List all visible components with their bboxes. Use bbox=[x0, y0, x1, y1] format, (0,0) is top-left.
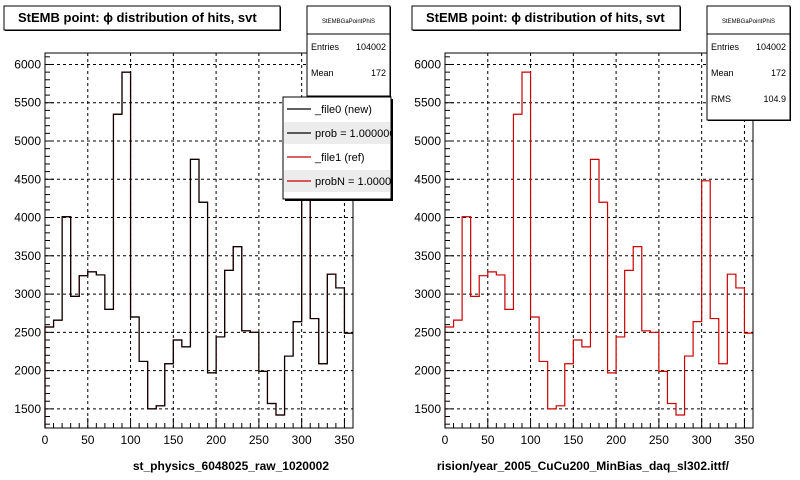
y-tick-label: 3000 bbox=[14, 287, 41, 301]
stats-box bbox=[706, 5, 791, 121]
y-tick-label: 1500 bbox=[14, 402, 41, 416]
y-tick-label: 6000 bbox=[414, 57, 441, 71]
x-tick-label: 100 bbox=[121, 433, 141, 447]
stats-mean-label: Mean bbox=[311, 68, 334, 78]
stats-mean-value: 172 bbox=[771, 68, 786, 78]
y-tick-label: 2000 bbox=[414, 364, 441, 378]
legend-row-bg bbox=[284, 170, 390, 192]
legend-row-bg bbox=[284, 122, 390, 144]
stats-entries-label: Entries bbox=[311, 42, 340, 52]
stats-mean-value: 172 bbox=[371, 68, 386, 78]
title-box bbox=[3, 5, 281, 31]
chart-title: StEMB point: ϕ distribution of hits, svt bbox=[18, 10, 257, 25]
x-tick-label: 100 bbox=[521, 433, 541, 447]
x-axis-label: rision/year_2005_CuCu200_MinBias_daq_sl3… bbox=[437, 459, 730, 473]
y-tick-label: 6000 bbox=[14, 57, 41, 71]
y-tick-label: 2500 bbox=[414, 325, 441, 339]
y-tick-label: 4000 bbox=[414, 211, 441, 225]
stats-entries-value: 104002 bbox=[356, 42, 386, 52]
legend-entry: probN = 1.000000 bbox=[315, 176, 403, 188]
y-tick-label: 4500 bbox=[414, 172, 441, 186]
x-tick-label: 50 bbox=[81, 433, 95, 447]
x-tick-label: 200 bbox=[206, 433, 226, 447]
x-tick-label: 0 bbox=[42, 433, 49, 447]
legend-entry: _file1 (ref) bbox=[314, 152, 365, 164]
stats-box bbox=[306, 5, 391, 97]
histogram-series-1 bbox=[44, 71, 353, 428]
y-tick-label: 5500 bbox=[14, 96, 41, 110]
stats-entries-label: Entries bbox=[711, 42, 740, 52]
y-tick-label: 1500 bbox=[414, 402, 441, 416]
x-tick-label: 150 bbox=[563, 433, 583, 447]
x-tick-label: 0 bbox=[442, 433, 449, 447]
title-box bbox=[411, 5, 681, 31]
y-tick-label: 3000 bbox=[414, 287, 441, 301]
histogram-series-1 bbox=[444, 71, 753, 428]
histogram-panel-1: 0 50 100 150 200 250 300 350 1500 2000 2500 3000 350… bbox=[3, 5, 403, 473]
legend-entry: prob = 1.000000 bbox=[315, 128, 395, 140]
legend: _file0 (new) prob = 1.000000 _file1 (ref) p… bbox=[284, 104, 403, 192]
x-tick-label: 350 bbox=[334, 433, 354, 447]
x-tick-label: 300 bbox=[692, 433, 712, 447]
y-tick-label: 5500 bbox=[414, 96, 441, 110]
y-tick-label: 4000 bbox=[14, 211, 41, 225]
x-tick-label: 150 bbox=[163, 433, 183, 447]
y-tick-label: 5000 bbox=[14, 134, 41, 148]
x-tick-label: 350 bbox=[734, 433, 754, 447]
x-tick-label: 200 bbox=[606, 433, 626, 447]
y-tick-label: 3500 bbox=[414, 249, 441, 263]
stats-rms-value: 104.9 bbox=[763, 94, 786, 104]
x-tick-label: 250 bbox=[249, 433, 269, 447]
chart-title: StEMB point: ϕ distribution of hits, svt bbox=[426, 10, 665, 25]
x-tick-label: 250 bbox=[649, 433, 669, 447]
y-tick-label: 3500 bbox=[14, 249, 41, 263]
stats-rms-label: RMS bbox=[711, 94, 731, 104]
histogram-panel-2: 0 50 100 150 200 250 300 350 1500 2000 2500 3000 350… bbox=[411, 5, 791, 473]
stats-mean-label: Mean bbox=[711, 68, 734, 78]
y-tick-label: 2000 bbox=[14, 364, 41, 378]
y-tick-label: 5000 bbox=[414, 134, 441, 148]
stats-name: StEMBGaPointPhiS bbox=[722, 19, 775, 25]
legend-entry: _file0 (new) bbox=[314, 104, 372, 116]
x-axis-label: st_physics_6048025_raw_1020002 bbox=[133, 459, 329, 473]
y-tick-label: 4500 bbox=[14, 172, 41, 186]
x-tick-label: 300 bbox=[292, 433, 312, 447]
stats-entries-value: 104002 bbox=[756, 42, 786, 52]
stats-name: StEMBGaPointPhiS bbox=[322, 19, 375, 25]
x-tick-label: 50 bbox=[481, 433, 495, 447]
y-tick-label: 2500 bbox=[14, 325, 41, 339]
